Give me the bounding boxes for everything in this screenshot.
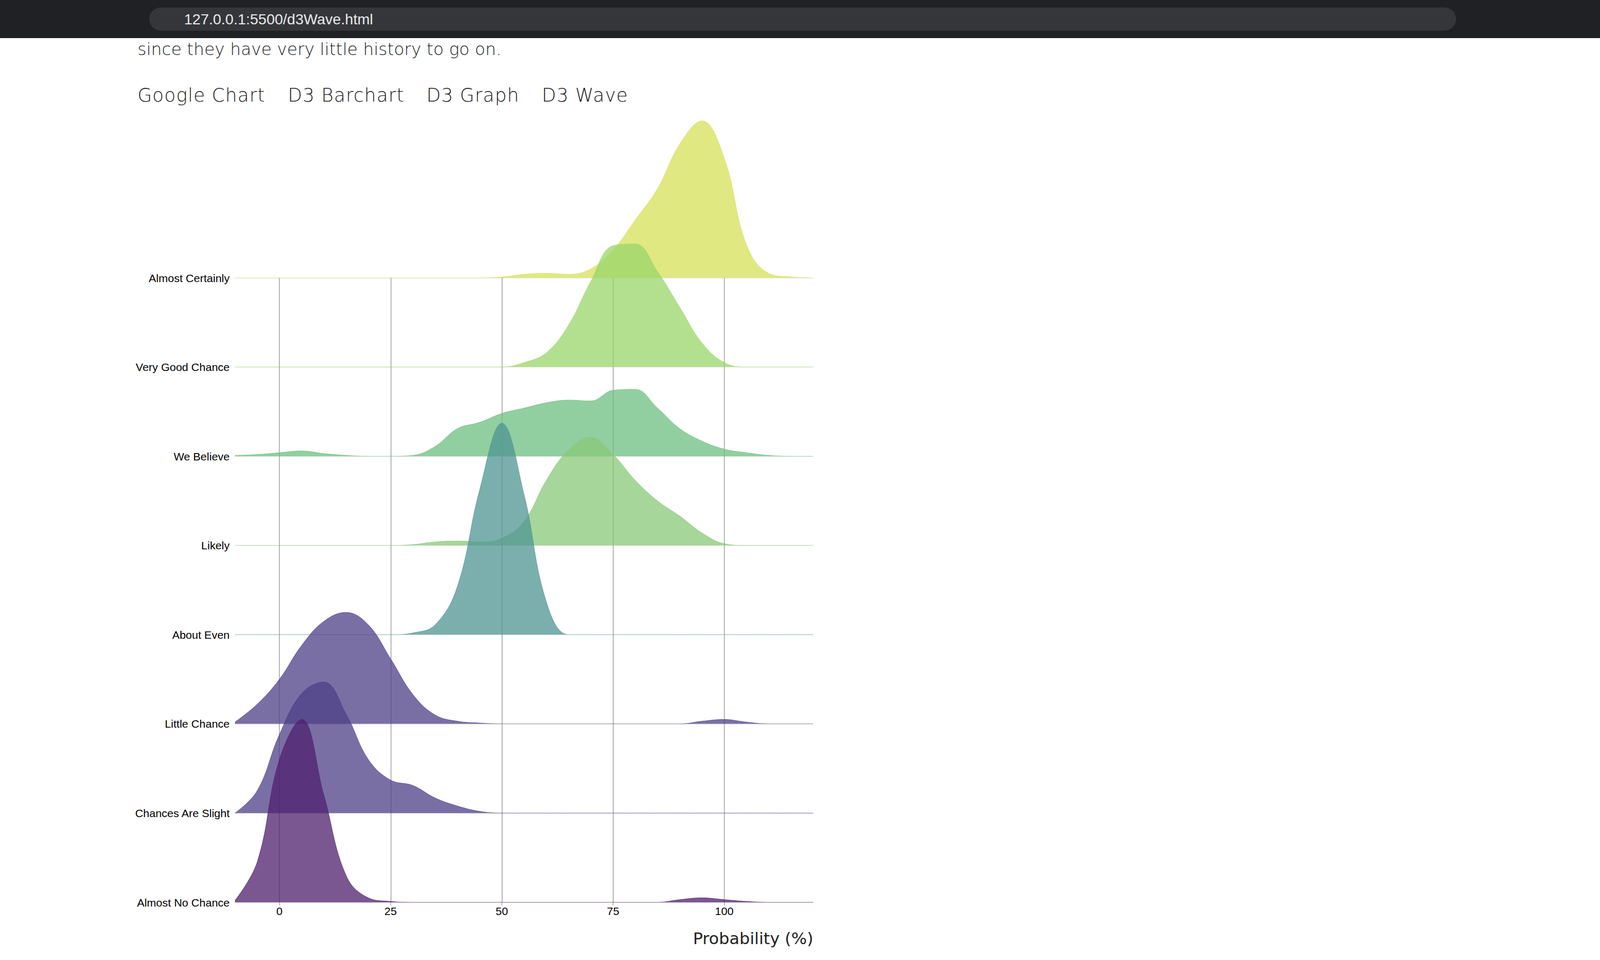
svg-text:75: 75: [606, 904, 620, 917]
svg-text:100: 100: [714, 904, 734, 917]
svg-text:Chances Are Slight: Chances Are Slight: [134, 806, 230, 820]
svg-text:Almost No Chance: Almost No Chance: [137, 896, 230, 909]
html-text:D3 Barchart: D3 Barchart: [287, 84, 405, 106]
svg-text:0: 0: [276, 904, 283, 917]
svg-text:Likely: Likely: [201, 539, 230, 552]
svg-text:Very Good Chance: Very Good Chance: [135, 360, 230, 374]
svg-text:Little Chance: Little Chance: [164, 717, 230, 730]
svg-text:Almost Certainly: Almost Certainly: [148, 271, 230, 285]
svg-text:Probability (%): Probability (%): [693, 928, 814, 948]
html-text:since they have very little hi: since they have very little history to g…: [137, 39, 502, 60]
html-text:D3 Graph: D3 Graph: [426, 84, 520, 106]
svg-text:50: 50: [495, 904, 508, 917]
svg-text:We Believe: We Believe: [173, 450, 230, 463]
html-text:D3 Wave: D3 Wave: [541, 84, 629, 106]
html-text:127.0.0.1:5500/d3Wave.html: 127.0.0.1:5500/d3Wave.html: [184, 11, 374, 28]
svg-text:25: 25: [384, 904, 397, 917]
html-text:Google Chart: Google Chart: [137, 84, 266, 106]
svg-text:About Even: About Even: [171, 628, 230, 641]
